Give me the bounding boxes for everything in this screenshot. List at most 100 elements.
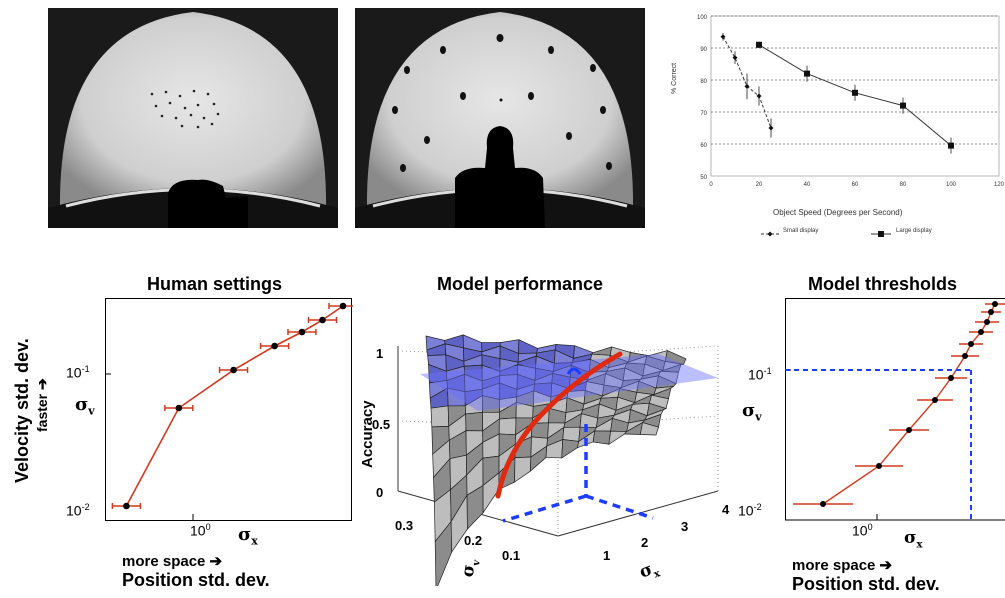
pc-xtick-label: 120 bbox=[994, 182, 1005, 188]
sx-tick-3: 3 bbox=[681, 519, 689, 534]
pc-point-small bbox=[768, 125, 774, 131]
mp-surface-patch bbox=[518, 339, 538, 354]
z-tick-1: 1 bbox=[376, 346, 384, 361]
faster-label: faster ➔ bbox=[34, 378, 50, 432]
legend-small-display: Small display bbox=[783, 228, 819, 234]
mp-right-axis bbox=[557, 490, 719, 537]
pc-point-large bbox=[804, 70, 810, 77]
sx-tick-1: 1 bbox=[603, 548, 611, 563]
legend-small-marker bbox=[767, 231, 773, 237]
mp-surface-patch bbox=[514, 456, 532, 483]
mp-surface-patch bbox=[562, 426, 581, 442]
pc-ytick-label: 100 bbox=[697, 15, 708, 21]
human-settings-plot bbox=[105, 298, 358, 522]
mp-surface-patch bbox=[430, 405, 450, 428]
mt-sigma-v-label: σv bbox=[742, 400, 762, 424]
percent-correct-plot: 50 60 70 80 90 100 0 20 40 60 80 100 120 bbox=[697, 15, 1005, 237]
pc-xtick-label: 20 bbox=[756, 182, 763, 188]
hs-ytick-1e-1: 10-1 bbox=[66, 364, 90, 381]
sx-tick-2: 2 bbox=[641, 535, 649, 550]
mt-point bbox=[962, 353, 968, 359]
z-tick-05: 0.5 bbox=[372, 417, 391, 432]
mp-threshold-plane bbox=[420, 354, 718, 411]
mp-projection-left bbox=[502, 494, 587, 523]
hs-point bbox=[175, 404, 183, 412]
dome-photo-small-display bbox=[48, 8, 338, 228]
hs-ytick-1e-2: 10-2 bbox=[66, 502, 90, 519]
hs-more-space-label: more space ➔ bbox=[122, 553, 223, 570]
pc-ytick-label: 60 bbox=[700, 143, 707, 149]
mp-projection-right bbox=[585, 494, 654, 520]
mt-point bbox=[948, 375, 954, 381]
mt-line bbox=[822, 303, 996, 505]
mt-xtick-1e0: 100 bbox=[852, 522, 873, 539]
hs-point bbox=[319, 316, 326, 324]
percent-correct-xlabel: Object Speed (Degrees per Second) bbox=[773, 208, 903, 217]
mt-position-std-label: Position std. dev. bbox=[792, 574, 940, 594]
mp-sigma-v-label: σv bbox=[457, 559, 483, 579]
pc-point-small bbox=[720, 34, 726, 40]
mt-point bbox=[992, 301, 998, 307]
model-performance-surface bbox=[358, 296, 730, 591]
mp-surface-patch bbox=[465, 411, 484, 432]
pc-point-small bbox=[744, 83, 750, 89]
pc-point-large bbox=[852, 89, 858, 96]
hs-point bbox=[271, 342, 278, 350]
mt-point bbox=[968, 341, 974, 347]
mp-surface-patch bbox=[498, 417, 517, 436]
hs-position-std-label: Position std. dev. bbox=[122, 570, 270, 590]
pc-point-large bbox=[756, 41, 762, 48]
mt-ytick-1e-2: 10-2 bbox=[738, 502, 762, 519]
mt-more-space-label: more space ➔ bbox=[792, 557, 893, 574]
hs-line bbox=[125, 305, 344, 507]
pc-xtick-label: 100 bbox=[946, 182, 957, 188]
sx-tick-4: 4 bbox=[722, 502, 730, 517]
mp-surface-patch bbox=[561, 439, 580, 459]
sv-tick-03: 0.3 bbox=[395, 518, 414, 533]
model-thresholds-title: Model thresholds bbox=[808, 274, 958, 294]
pc-point-large bbox=[948, 142, 954, 149]
mp-surface-patch bbox=[639, 422, 659, 436]
dome-photo-large-display bbox=[355, 8, 645, 228]
mt-point bbox=[988, 309, 994, 315]
mp-threshold-curve bbox=[495, 351, 623, 499]
percent-correct-ylabel: % Correct bbox=[671, 62, 678, 94]
mp-gridline bbox=[557, 345, 719, 357]
pc-point-large bbox=[900, 102, 906, 109]
mt-point bbox=[876, 463, 882, 469]
pc-point-small bbox=[732, 55, 738, 61]
hs-frame bbox=[105, 298, 352, 521]
legend-large-display: Large display bbox=[896, 228, 932, 234]
pc-point-small bbox=[756, 93, 762, 99]
pc-xtick-label: 40 bbox=[804, 182, 811, 188]
pc-ytick-label: 80 bbox=[700, 79, 707, 85]
percent-correct-chart: 50 60 70 80 90 100 0 20 40 60 80 100 120 % Correct O… bbox=[671, 4, 1005, 266]
z-tick-0: 0 bbox=[376, 485, 384, 500]
accuracy-label: Accuracy bbox=[359, 400, 376, 468]
mp-surface-patch bbox=[608, 430, 628, 445]
model-performance-title: Model performance bbox=[437, 274, 604, 294]
mt-ytick-1e-1: 10-1 bbox=[748, 366, 772, 383]
model-thresholds-plot bbox=[785, 298, 1005, 522]
pc-xtick-label: 60 bbox=[852, 182, 859, 188]
mt-point bbox=[978, 329, 984, 335]
mt-point bbox=[820, 501, 826, 507]
mt-point bbox=[984, 319, 990, 325]
hs-point bbox=[298, 328, 306, 336]
hs-sigma-v-label: σv bbox=[75, 394, 95, 418]
mt-sigma-x-label: σx bbox=[904, 528, 923, 551]
mp-surface-patch bbox=[592, 430, 612, 445]
mp-threshold-marker bbox=[566, 367, 582, 375]
pc-xtick-label: 80 bbox=[900, 182, 907, 188]
mt-point bbox=[906, 427, 912, 433]
hs-xtick-1e0: 100 bbox=[190, 522, 211, 539]
pc-ytick-label: 90 bbox=[700, 47, 707, 53]
sv-tick-02: 0.2 bbox=[464, 533, 483, 548]
pc-ytick-label: 70 bbox=[700, 111, 707, 117]
pc-xtick-label: 0 bbox=[709, 182, 713, 188]
pc-ytick-label: 50 bbox=[700, 175, 707, 181]
hs-point bbox=[123, 502, 130, 510]
hs-point bbox=[339, 302, 347, 310]
human-settings-title: Human settings bbox=[147, 274, 283, 294]
hs-sigma-x-label: σx bbox=[238, 524, 258, 548]
